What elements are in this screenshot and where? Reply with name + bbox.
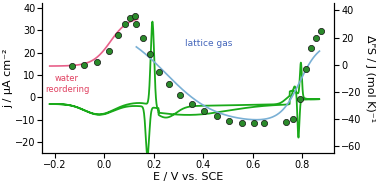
Point: [290, 118, 296, 121]
X-axis label: E / V vs. SCE: E / V vs. SCE: [153, 171, 223, 181]
Point: [214, 115, 220, 118]
Point: [115, 33, 121, 36]
Point: [81, 63, 87, 66]
Point: [261, 122, 267, 125]
Point: [303, 67, 309, 70]
Y-axis label: j / μA cm⁻²: j / μA cm⁻²: [3, 49, 14, 108]
Point: [308, 47, 314, 50]
Point: [94, 60, 100, 63]
Point: [201, 110, 208, 112]
Text: lattice gas: lattice gas: [185, 39, 232, 48]
Point: [297, 97, 303, 100]
Point: [127, 17, 133, 20]
Point: [189, 103, 195, 106]
Point: [283, 120, 289, 123]
Point: [177, 93, 183, 96]
Point: [239, 122, 245, 125]
Point: [147, 52, 153, 55]
Point: [251, 122, 257, 125]
Point: [166, 82, 172, 85]
Point: [313, 36, 319, 39]
Point: [133, 22, 139, 25]
Y-axis label: ΔᴾS / J (mol K)⁻¹: ΔᴾS / J (mol K)⁻¹: [364, 35, 375, 122]
Point: [139, 36, 146, 39]
Text: water
reordering: water reordering: [45, 74, 89, 94]
Point: [106, 50, 112, 53]
Point: [226, 119, 232, 122]
Point: [122, 22, 128, 25]
Point: [132, 14, 138, 17]
Point: [156, 70, 162, 73]
Point: [69, 65, 75, 68]
Point: [318, 29, 324, 32]
